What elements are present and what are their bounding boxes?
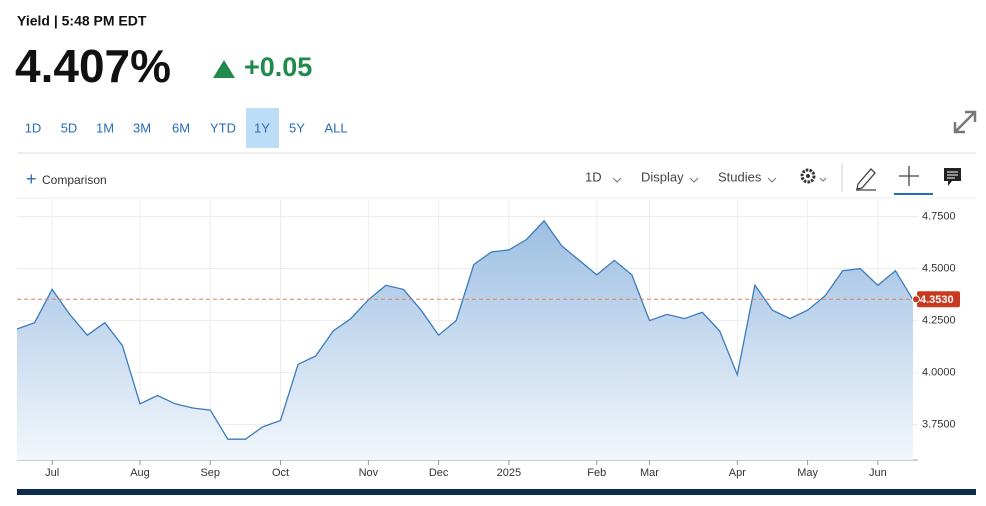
current-dot [912, 295, 920, 304]
chart: 3.7500 4.0000 4.2500 4.5000 4.7500 Jul Aug Sep O… [16, 200, 960, 479]
range-button[interactable]: ALL [324, 120, 347, 135]
change: +0.05 [244, 52, 312, 82]
comment-icon[interactable] [944, 168, 961, 186]
x-tick-label: 2025 [497, 467, 521, 479]
range-button[interactable]: 6M [172, 120, 190, 135]
x-tick-label: Sep [200, 467, 220, 479]
plus-icon: + [26, 169, 37, 189]
x-tick-label: Jun [869, 467, 887, 479]
y-tick-label: 3.7500 [922, 419, 956, 431]
chevron [767, 177, 777, 183]
x-tick-label: Jul [45, 467, 59, 479]
comparison-button[interactable]: + Comparison [26, 169, 107, 189]
line [16, 219, 914, 440]
x-tick-label: Mar [640, 467, 659, 479]
studies-menu[interactable]: Studies [718, 169, 762, 184]
up-arrow [213, 60, 235, 78]
range-selected [246, 108, 279, 148]
y-tick-label: 4.7500 [922, 211, 956, 223]
area [17, 220, 913, 460]
current-label: 4.3530 [920, 294, 954, 306]
expand-icon[interactable] [953, 110, 977, 134]
comment-lines [947, 171, 958, 179]
x-tick-label: May [797, 467, 818, 479]
y-tick-label: 4.0000 [922, 367, 956, 379]
price: 4.407% [15, 40, 171, 92]
x-tick-label: Aug [130, 467, 150, 479]
chevron [612, 177, 622, 183]
x-tick-label: Dec [429, 467, 449, 479]
range-button[interactable]: 3M [133, 120, 151, 135]
range-button[interactable]: 1Y [254, 120, 270, 135]
x-tick-label: Oct [272, 467, 289, 479]
y-tick-label: 4.2500 [922, 315, 956, 327]
display-menu[interactable]: Display [641, 169, 684, 184]
range-button[interactable]: 1M [96, 120, 114, 135]
chevron [689, 177, 699, 183]
range-button[interactable]: 5D [61, 120, 78, 135]
current-label-box [917, 291, 960, 308]
range-button[interactable]: YTD [210, 120, 236, 135]
range-button[interactable]: 5Y [289, 120, 305, 135]
footer-bar [17, 489, 976, 495]
x-tick-label: Feb [587, 467, 606, 479]
settings-icon[interactable] [800, 168, 827, 184]
range-button[interactable]: 1D [25, 120, 42, 135]
quote-label: Yield | 5:48 PM EDT [17, 13, 147, 29]
y-tick-label: 4.5000 [922, 263, 956, 275]
comparison-label: Comparison [42, 173, 107, 187]
x-tick-label: Apr [729, 467, 746, 479]
crosshair-icon[interactable] [899, 166, 919, 186]
interval-menu[interactable]: 1D [585, 169, 602, 184]
draw-icon[interactable] [856, 168, 876, 191]
x-tick-label: Nov [359, 467, 379, 479]
range-bar: 1D 5D 1M 3M 6M YTD 1Y 5Y ALL [25, 108, 348, 148]
